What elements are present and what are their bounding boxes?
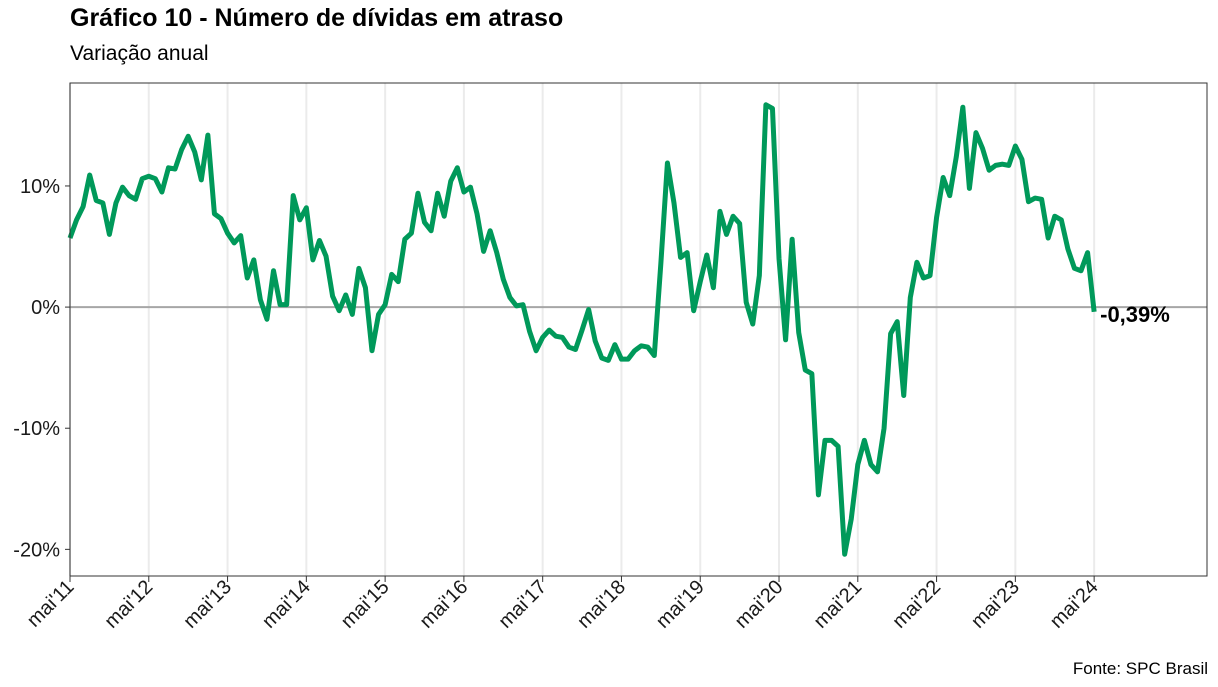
chart-subtitle: Variação anual — [70, 42, 209, 65]
x-tick-label: mai'11 — [23, 576, 79, 632]
source-note: Fonte: SPC Brasil — [1072, 659, 1208, 678]
y-tick-label: -10% — [13, 418, 60, 440]
series-line — [67, 102, 1097, 557]
chart-title: Gráfico 10 - Número de dívidas em atraso — [70, 4, 564, 32]
x-axis: mai'11 mai'12 mai'13 mai'14 mai'15 mai'16 mai'… — [23, 576, 1103, 633]
x-tick-label: mai'23 — [967, 576, 1024, 633]
x-tick-label: mai'24 — [1046, 576, 1103, 633]
x-tick-label: mai'22 — [888, 576, 945, 633]
x-tick-label: mai'12 — [101, 576, 158, 633]
x-tick-label: mai'14 — [258, 576, 315, 633]
x-tick-label: mai'16 — [416, 576, 473, 633]
x-tick-label: mai'19 — [652, 576, 709, 633]
y-axis: -20% -10% 0% 10% — [13, 176, 70, 561]
y-tick-label: 0% — [31, 297, 60, 319]
x-tick-label: mai'18 — [573, 576, 630, 633]
x-tick-label: mai'20 — [731, 576, 788, 633]
x-tick-label: mai'21 — [810, 576, 867, 633]
last-value-label: -0,39% — [1100, 302, 1170, 327]
x-tick-label: mai'13 — [179, 576, 236, 633]
y-tick-label: 10% — [20, 176, 60, 198]
x-tick-label: mai'15 — [337, 576, 394, 633]
plot-frame — [69, 82, 1208, 577]
x-tick-label: mai'17 — [494, 576, 551, 633]
y-tick-label: -20% — [13, 539, 60, 561]
